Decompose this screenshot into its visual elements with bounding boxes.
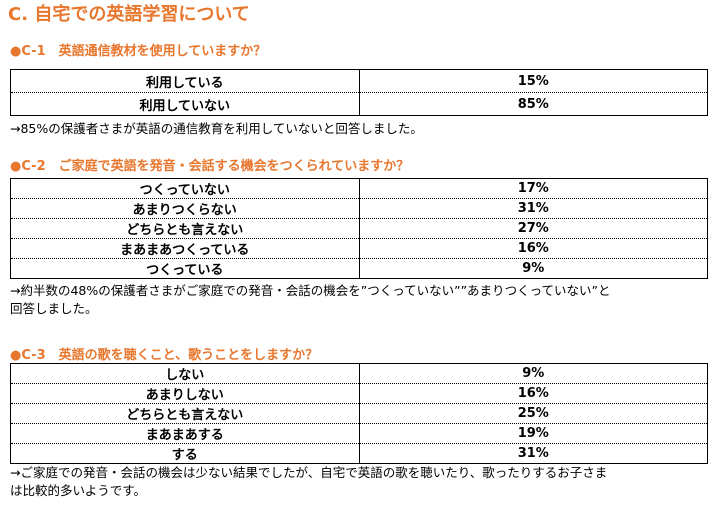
answer: あまりつくらない — [10, 198, 360, 219]
table-row: どちらとも言えない 25% — [10, 403, 708, 424]
percent: 16% — [359, 383, 708, 404]
answer: あまりしない — [10, 383, 360, 404]
note-line: →ご家庭での発音・会話の機会は少ない結果でしたが、自宅で英語の歌を聴いたり、歌っ… — [10, 465, 608, 480]
table-row: まあまあつくっている 16% — [10, 238, 708, 259]
answer: まあまあつくっている — [10, 238, 360, 259]
answer: しない — [10, 363, 360, 384]
answer: どちらとも言えない — [10, 403, 360, 424]
result-table: 利用している 15% 利用していない 85% — [10, 69, 708, 116]
note-line: 回答しました。 — [10, 301, 98, 316]
table-row: つくっていない 17% — [10, 178, 708, 199]
table-row: する 31% — [10, 443, 708, 464]
section-heading: ●C-2 ご家庭で英語を発音・会話する機会をつくられていますか？ — [10, 159, 410, 174]
answer: つくっていない — [10, 178, 360, 199]
table-row: まあまあする 19% — [10, 423, 708, 444]
percent: 17% — [517, 181, 549, 196]
answer: 利用していない — [10, 92, 360, 116]
answer: 利用している — [10, 69, 360, 93]
answer: する — [10, 443, 360, 464]
table-row: あまりつくらない 31% — [10, 198, 708, 219]
answer: どちらとも言えない — [10, 218, 360, 239]
result-table: つくっていない 17% あまりつくらない 31% どちらとも言えない 27% まあまあ… — [10, 178, 708, 279]
note-line: →85%の保護者さまが英語の通信教育を利用していないと回答しました。 — [10, 121, 423, 136]
percent: 9% — [522, 366, 545, 381]
note: →85%の保護者さまが英語の通信教育を利用していないと回答しました。 — [10, 120, 423, 138]
section-heading: ●C-3 英語の歌を聴くこと、歌うことをしますか？ — [10, 348, 319, 363]
percent: 16% — [359, 238, 708, 259]
table-row: 利用している 15% — [10, 69, 708, 93]
note-line: は比較的多いようです。 — [10, 483, 147, 498]
table-row: あまりしない 16% — [10, 383, 708, 404]
note: →ご家庭での発音・会話の機会は少ない結果でしたが、自宅で英語の歌を聴いたり、歌っ… — [10, 464, 607, 500]
answer: つくっている — [10, 258, 360, 279]
table-row: どちらとも言えない 27% — [10, 218, 708, 239]
percent: 15% — [517, 73, 549, 89]
table-row: しない 9% — [10, 363, 708, 384]
table-row: つくっている 9% — [10, 258, 708, 279]
table-row: 利用していない 85% — [10, 92, 708, 116]
percent: 19% — [359, 423, 708, 444]
percent: 31% — [359, 198, 708, 219]
answer: まあまあする — [10, 423, 360, 444]
percent: 27% — [359, 218, 708, 239]
note: →約半数の48%の保護者さまがご家庭での発音・会話の機会を”つくっていない””あ… — [10, 282, 611, 318]
result-table: しない 9% あまりしない 16% どちらとも言えない 25% まあまあする 19% す… — [10, 363, 708, 464]
page-title: C. 自宅での英語学習について — [8, 4, 250, 25]
section-heading: ●C-1 英語通信教材を使用していますか？ — [10, 44, 267, 59]
percent: 31% — [359, 443, 708, 464]
percent: 85% — [359, 92, 708, 116]
note-line: →約半数の48%の保護者さまがご家庭での発音・会話の機会を”つくっていない””あ… — [10, 283, 611, 298]
percent: 25% — [359, 403, 708, 424]
percent: 9% — [359, 258, 708, 279]
